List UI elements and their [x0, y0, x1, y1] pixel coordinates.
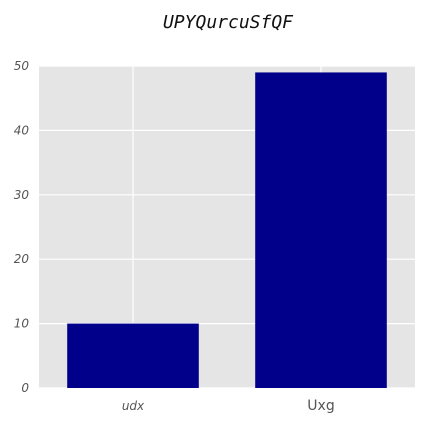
chart-title: UPYQurcuSfQF — [163, 12, 294, 33]
y-axis-ticks: 0 10 20 30 40 50 — [14, 59, 30, 395]
y-tick-label: 20 — [14, 252, 30, 266]
x-axis-ticks: udx Uxg — [122, 398, 335, 414]
x-tick-label: Uxg — [307, 398, 334, 414]
bar-udx — [67, 323, 199, 388]
y-tick-label: 0 — [21, 381, 29, 395]
y-tick-label: 30 — [14, 188, 30, 202]
x-tick-label: udx — [122, 399, 145, 413]
bars — [67, 72, 387, 388]
y-tick-label: 40 — [14, 123, 30, 137]
y-tick-label: 10 — [14, 317, 30, 331]
y-tick-label: 50 — [14, 59, 30, 73]
bar-Uxg — [255, 72, 387, 388]
